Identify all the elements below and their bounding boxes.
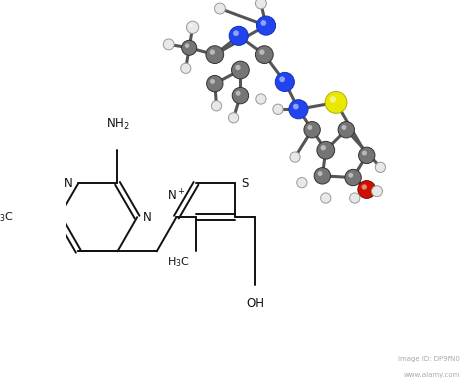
Text: Image ID: DP9fN0: Image ID: DP9fN0 bbox=[398, 356, 460, 362]
Text: alamy: alamy bbox=[12, 359, 73, 377]
Circle shape bbox=[232, 87, 248, 104]
Circle shape bbox=[163, 39, 174, 50]
Text: N$^+$: N$^+$ bbox=[167, 188, 186, 203]
Circle shape bbox=[256, 16, 275, 35]
Circle shape bbox=[273, 104, 283, 114]
Circle shape bbox=[290, 152, 300, 162]
Circle shape bbox=[231, 61, 249, 79]
Circle shape bbox=[256, 94, 266, 104]
Circle shape bbox=[358, 147, 375, 164]
Text: NH$_2$: NH$_2$ bbox=[106, 117, 129, 132]
Circle shape bbox=[235, 65, 241, 70]
Circle shape bbox=[293, 104, 299, 109]
Circle shape bbox=[320, 193, 331, 203]
Circle shape bbox=[182, 40, 197, 55]
Circle shape bbox=[350, 193, 360, 203]
Circle shape bbox=[325, 92, 347, 113]
Circle shape bbox=[207, 75, 223, 92]
Circle shape bbox=[259, 50, 264, 55]
Circle shape bbox=[255, 46, 273, 64]
Text: OH: OH bbox=[246, 297, 264, 310]
Circle shape bbox=[320, 145, 326, 151]
Text: N: N bbox=[143, 211, 152, 223]
Circle shape bbox=[279, 76, 285, 82]
Circle shape bbox=[181, 63, 191, 73]
Circle shape bbox=[210, 50, 215, 55]
Circle shape bbox=[297, 178, 307, 188]
Circle shape bbox=[214, 3, 226, 14]
Circle shape bbox=[189, 24, 193, 28]
Circle shape bbox=[318, 171, 322, 176]
Circle shape bbox=[330, 96, 336, 103]
Circle shape bbox=[375, 162, 385, 172]
Circle shape bbox=[210, 79, 215, 84]
Circle shape bbox=[362, 184, 367, 190]
Circle shape bbox=[345, 169, 361, 186]
Circle shape bbox=[372, 186, 383, 197]
Circle shape bbox=[317, 141, 335, 159]
Circle shape bbox=[362, 151, 367, 156]
Circle shape bbox=[338, 121, 355, 138]
Text: www.alamy.com: www.alamy.com bbox=[403, 372, 460, 378]
Circle shape bbox=[186, 21, 199, 33]
Circle shape bbox=[304, 121, 320, 138]
Circle shape bbox=[289, 100, 308, 119]
Circle shape bbox=[348, 173, 353, 178]
Text: S: S bbox=[241, 177, 248, 190]
Circle shape bbox=[229, 26, 248, 45]
Text: H$_3$C: H$_3$C bbox=[0, 210, 13, 224]
Circle shape bbox=[314, 168, 330, 184]
Text: N: N bbox=[64, 177, 73, 190]
Circle shape bbox=[236, 91, 241, 96]
Circle shape bbox=[275, 73, 294, 92]
Circle shape bbox=[341, 125, 346, 130]
Circle shape bbox=[185, 43, 189, 48]
Circle shape bbox=[233, 30, 239, 36]
Circle shape bbox=[261, 20, 266, 26]
Circle shape bbox=[228, 113, 239, 123]
Circle shape bbox=[206, 46, 224, 64]
Circle shape bbox=[211, 101, 222, 111]
Circle shape bbox=[255, 0, 266, 9]
Circle shape bbox=[307, 125, 312, 130]
Text: H$_3$C: H$_3$C bbox=[167, 255, 190, 269]
Circle shape bbox=[358, 181, 375, 198]
